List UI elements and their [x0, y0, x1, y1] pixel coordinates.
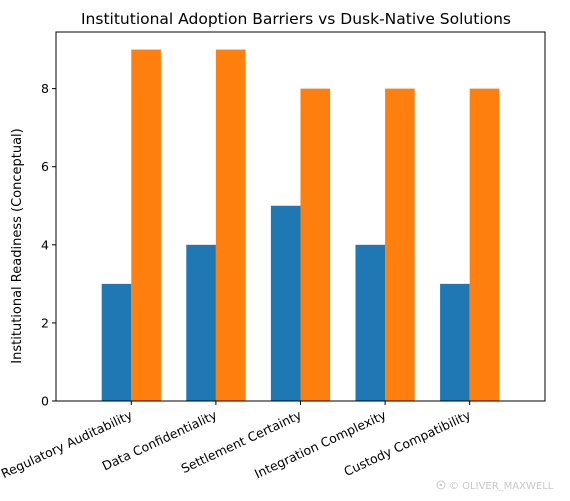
y-tick-label-0: 0 [41, 394, 49, 409]
x-tick-label-0: Regulatory Auditability [0, 407, 135, 481]
y-axis-label: Institutional Readiness (Conceptual) [10, 128, 25, 363]
bar-series2-2 [300, 88, 331, 401]
bar-series1-1 [186, 244, 216, 401]
tag-icon [436, 480, 446, 490]
watermark: © OLIVER_MAXWELL [436, 480, 554, 492]
bar-series1-3 [355, 244, 386, 401]
bar-series1-4 [440, 283, 470, 401]
y-tick-label-4: 4 [41, 237, 49, 252]
bar-series2-3 [385, 88, 415, 401]
chart-title: Institutional Adoption Barriers vs Dusk-… [81, 10, 511, 28]
bar-series2-1 [215, 49, 246, 401]
bar-series2-4 [469, 88, 500, 401]
bar-series2-0 [131, 49, 161, 401]
bar-series1-0 [101, 283, 132, 401]
y-tick-label-2: 2 [41, 315, 49, 330]
y-tick-label-6: 6 [41, 159, 49, 174]
y-tick-label-8: 8 [41, 81, 49, 96]
bar-series1-2 [270, 205, 301, 401]
watermark-text: © OLIVER_MAXWELL [449, 481, 554, 492]
